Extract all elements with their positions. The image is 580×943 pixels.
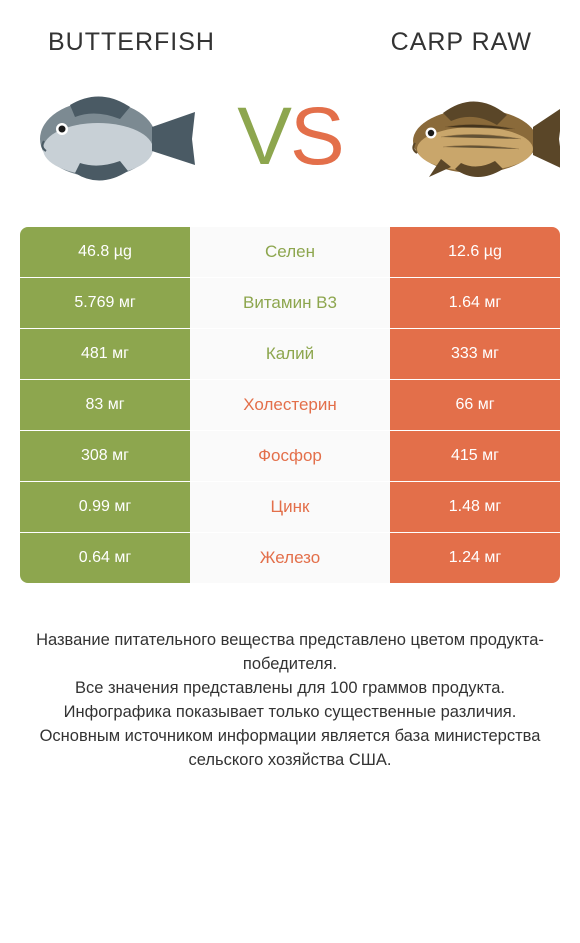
right-title: CARP RAW [391, 28, 532, 57]
nutrient-label: Железо [190, 533, 390, 583]
right-value: 12.6 µg [390, 227, 560, 277]
left-value: 5.769 мг [20, 278, 190, 328]
nutrient-label: Селен [190, 227, 390, 277]
left-value: 83 мг [20, 380, 190, 430]
footer-line: Название питательного вещества представл… [30, 629, 550, 677]
vs-label: VS [237, 90, 342, 184]
header: BUTTERFISH CARP RAW [0, 0, 580, 57]
footer-line: Инфографика показывает только существенн… [30, 701, 550, 725]
left-value: 46.8 µg [20, 227, 190, 277]
nutrient-label: Калий [190, 329, 390, 379]
vs-s: S [290, 91, 343, 182]
right-value: 1.64 мг [390, 278, 560, 328]
table-row: 0.99 мгЦинк1.48 мг [20, 482, 560, 533]
left-title: BUTTERFISH [48, 28, 215, 57]
table-row: 46.8 µgСелен12.6 µg [20, 227, 560, 278]
comparison-table: 46.8 µgСелен12.6 µg5.769 мгВитамин B31.6… [20, 227, 560, 584]
nutrient-label: Цинк [190, 482, 390, 532]
right-value: 1.24 мг [390, 533, 560, 583]
right-value: 1.48 мг [390, 482, 560, 532]
left-value: 0.64 мг [20, 533, 190, 583]
vs-v: V [237, 91, 290, 182]
table-row: 0.64 мгЖелезо1.24 мг [20, 533, 560, 584]
nutrient-label: Фосфор [190, 431, 390, 481]
images-row: VS [0, 57, 580, 227]
footer-notes: Название питательного вещества представл… [0, 629, 580, 773]
footer-line: Основным источником информации является … [30, 725, 550, 773]
table-row: 481 мгКалий333 мг [20, 329, 560, 380]
left-value: 308 мг [20, 431, 190, 481]
nutrient-label: Холестерин [190, 380, 390, 430]
footer-line: Все значения представлены для 100 граммо… [30, 677, 550, 701]
left-value: 0.99 мг [20, 482, 190, 532]
butterfish-image [20, 77, 195, 197]
right-value: 415 мг [390, 431, 560, 481]
nutrient-label: Витамин B3 [190, 278, 390, 328]
table-row: 83 мгХолестерин66 мг [20, 380, 560, 431]
left-value: 481 мг [20, 329, 190, 379]
table-row: 308 мгФосфор415 мг [20, 431, 560, 482]
table-row: 5.769 мгВитамин B31.64 мг [20, 278, 560, 329]
right-value: 66 мг [390, 380, 560, 430]
right-value: 333 мг [390, 329, 560, 379]
carp-image [385, 77, 560, 197]
